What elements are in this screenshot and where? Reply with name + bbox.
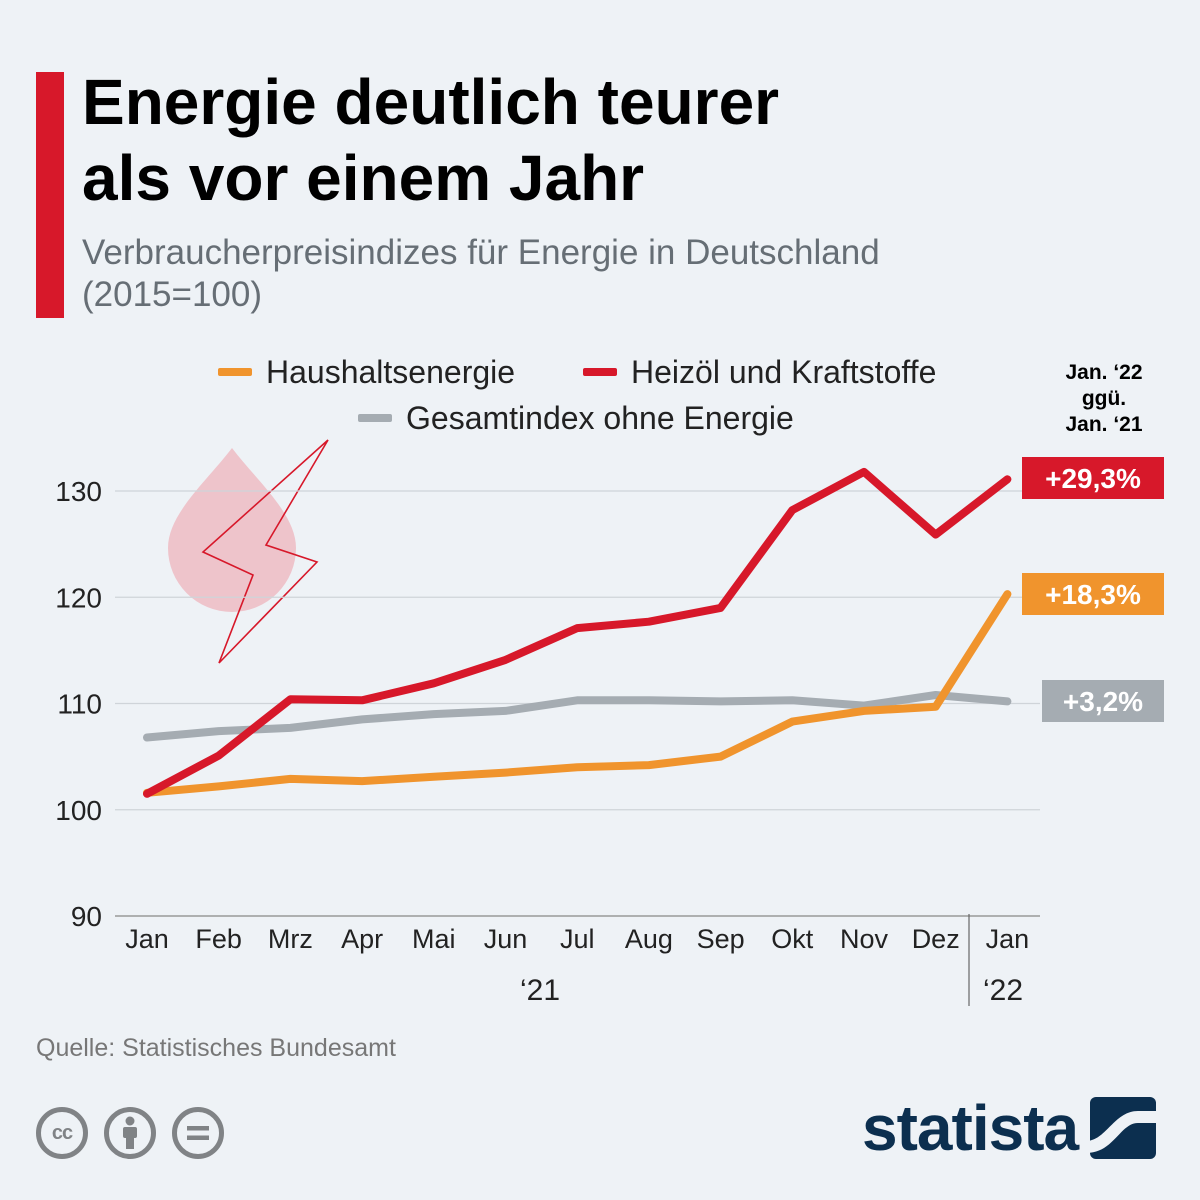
legend-swatch-haushaltsenergie: [218, 368, 252, 376]
y-tick-label: 120: [55, 582, 102, 613]
y-tick-label: 110: [57, 689, 102, 720]
legend-swatch-heizoel: [583, 368, 617, 376]
change-badges: +3,2% +18,3% +29,3%: [1022, 457, 1164, 722]
legend-item-haushaltsenergie: Haushaltsenergie: [218, 352, 515, 392]
change-badge-haushaltsenergie: +18,3%: [1022, 573, 1164, 615]
comparison-header-line: Jan. ‘22: [1065, 361, 1143, 384]
no-derivatives-icon[interactable]: [172, 1107, 224, 1159]
y-tick-label: 90: [71, 901, 102, 932]
series-lines: [143, 467, 1012, 798]
y-tick-label: 100: [55, 795, 102, 826]
oil-drop-icon: [168, 448, 296, 612]
legend-item-heizoel: Heizöl und Kraftstoffe: [583, 352, 936, 392]
chart-title: Energie deutlich teurer als vor einem Ja…: [82, 64, 1162, 216]
change-badge-label: +3,2%: [1063, 686, 1143, 717]
comparison-header: Jan. ‘22 ggü. Jan. ‘21: [1036, 360, 1172, 438]
change-badge-label: +29,3%: [1045, 463, 1141, 494]
change-badge-gesamtindex-ohne-energie: +3,2%: [1042, 680, 1164, 722]
legend-label: Heizöl und Kraftstoffe: [631, 353, 937, 390]
lightning-icon: [201, 439, 329, 664]
x-tick-label: Nov: [840, 924, 889, 954]
line-chart: 90 100 110 120 130 Jan Feb Mrz Apr Mai Jun Jul Aug S…: [55, 439, 1164, 1007]
chart-subtitle: Verbraucherpreisindizes für Energie in D…: [82, 232, 1162, 316]
statista-logo[interactable]: statista: [862, 1092, 1157, 1164]
change-badge-heizol-und-kraftstoffe: +29,3%: [1022, 457, 1164, 499]
comparison-header-line: ggü.: [1081, 387, 1127, 410]
x-tick-label: Dez: [912, 924, 960, 954]
statista-logo-icon: [1090, 1097, 1157, 1159]
y-axis-ticks: 90 100 110 120 130: [55, 476, 102, 932]
legend-label: Gesamtindex ohne Energie: [406, 399, 794, 436]
year-label-2022: ‘22: [983, 974, 1023, 1007]
attribution-icon[interactable]: [104, 1107, 156, 1159]
legend-item-gesamtindex: Gesamtindex ohne Energie: [358, 398, 794, 438]
x-tick-label: Sep: [697, 924, 745, 954]
subtitle-line-2: (2015=100): [82, 275, 263, 314]
x-tick-label: Apr: [341, 924, 383, 954]
year-label-2021: ‘21: [520, 974, 560, 1007]
x-tick-label: Mai: [412, 924, 456, 954]
series-line-heizol-und-kraftstoffe: [143, 467, 1012, 798]
change-badge-bg: [1042, 680, 1164, 722]
accent-bar: [36, 72, 64, 318]
cc-icon[interactable]: cc: [36, 1107, 88, 1159]
change-badge-label: +18,3%: [1045, 579, 1141, 610]
source-note: Quelle: Statistisches Bundesamt: [36, 1034, 396, 1062]
title-line-1: Energie deutlich teurer: [82, 66, 780, 138]
statista-logo-text: statista: [862, 1092, 1079, 1164]
series-line-haushaltsenergie: [143, 590, 1012, 797]
y-tick-label: 130: [55, 476, 102, 507]
x-tick-label: Jan: [125, 924, 169, 954]
x-tick-label: Aug: [625, 924, 673, 954]
comparison-header-line: Jan. ‘21: [1065, 413, 1143, 436]
change-badge-bg: [1022, 573, 1164, 615]
x-axis-labels: Jan Feb Mrz Apr Mai Jun Jul Aug Sep Okt Nov Dez Jan ‘…: [125, 924, 1029, 1007]
legend-swatch-gesamtindex: [358, 414, 392, 422]
subtitle-line-1: Verbraucherpreisindizes für Energie in D…: [82, 233, 880, 272]
legend-label: Haushaltsenergie: [266, 353, 516, 390]
x-tick-label: Feb: [195, 924, 242, 954]
x-tick-label: Jul: [560, 924, 595, 954]
x-tick-label: Mrz: [268, 924, 313, 954]
x-tick-label: Jun: [484, 924, 528, 954]
series-line-gesamtindex-ohne-energie: [143, 691, 1012, 742]
license-icons: cc: [36, 1107, 224, 1159]
x-tick-label: Okt: [771, 924, 814, 954]
title-line-2: als vor einem Jahr: [82, 142, 645, 214]
change-badge-bg: [1022, 457, 1164, 499]
x-tick-label: Jan: [986, 924, 1030, 954]
